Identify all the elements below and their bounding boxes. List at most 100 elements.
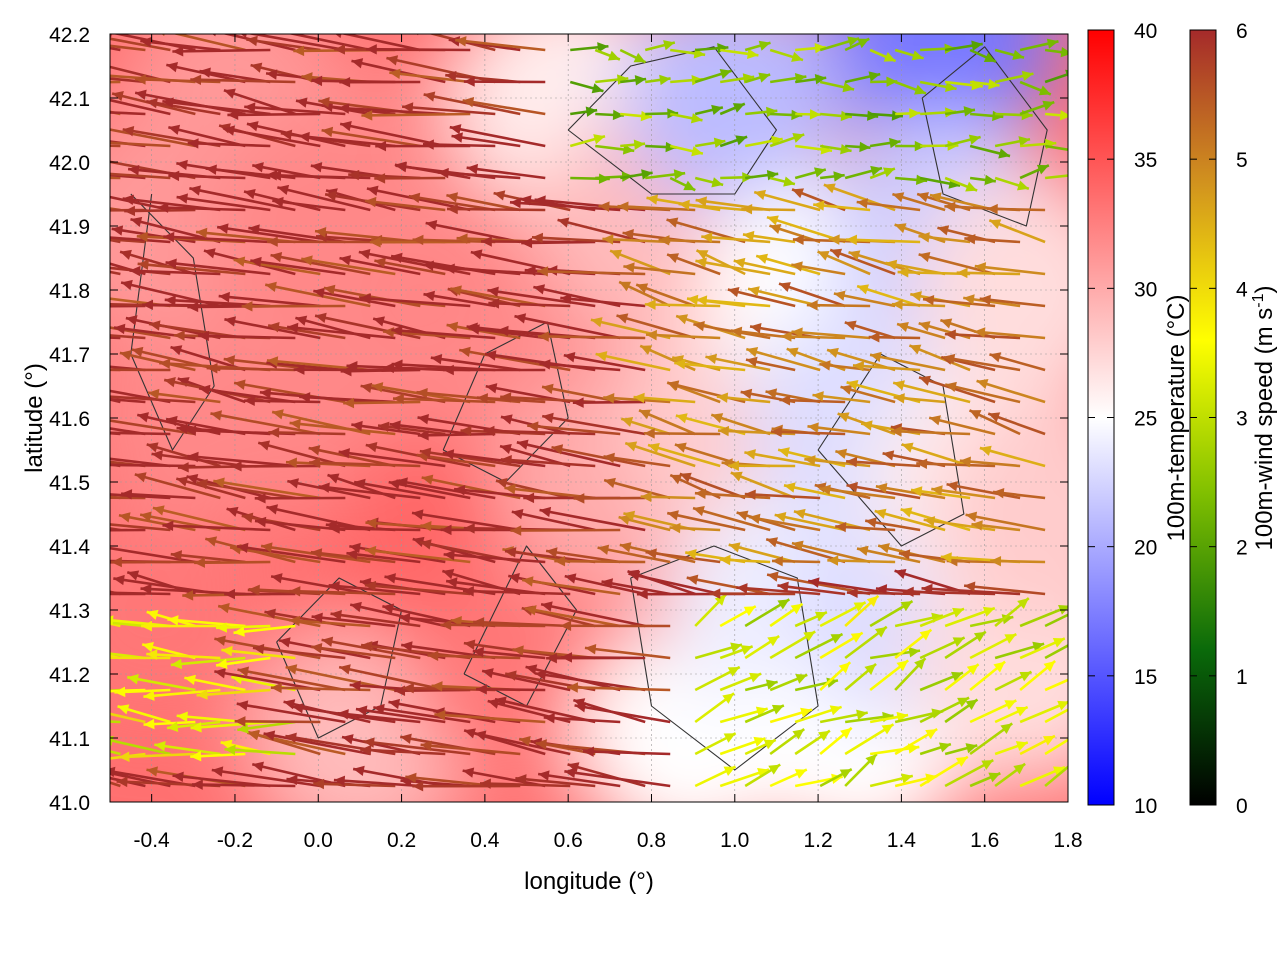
- wind-arrow-head: [616, 313, 629, 324]
- wind-arrow-head: [191, 779, 203, 790]
- wind-arrow-shaft: [110, 395, 196, 404]
- wind-arrow-head: [1068, 757, 1080, 768]
- wind-arrow-shaft: [110, 334, 146, 340]
- wind-arrow-head: [21, 252, 33, 262]
- wind-arrow-head: [250, 62, 263, 73]
- wind-arrow-head: [23, 512, 34, 522]
- wind-arrow-head: [46, 642, 58, 652]
- wind-arrow-head: [867, 110, 879, 121]
- wind-arrow-head: [190, 722, 202, 733]
- wind-arrow-head: [146, 766, 158, 777]
- wind-arrow-head: [130, 216, 143, 227]
- wind-arrow-head: [617, 201, 629, 212]
- wind-arrow-shaft: [976, 379, 1046, 404]
- wind-arrow-shaft: [476, 687, 546, 692]
- wind-arrow-head: [205, 164, 217, 175]
- wind-arrow-shaft: [481, 669, 571, 692]
- wind-arrow-shaft: [391, 328, 496, 340]
- wind-arrow-head: [667, 380, 680, 391]
- wind-arrow-head: [237, 723, 249, 734]
- wind-arrow-head: [487, 698, 500, 709]
- wind-arrow-head: [623, 262, 635, 273]
- wind-arrow-shaft: [172, 34, 246, 52]
- wind-arrow-head: [755, 706, 768, 717]
- wind-arrow-head: [765, 388, 778, 399]
- x-tick-label: 1.4: [887, 829, 917, 852]
- wind-arrow-head: [901, 442, 914, 453]
- wind-arrow-shaft: [164, 298, 271, 308]
- wind-arrow-shaft: [425, 221, 521, 244]
- wind-arrow-shaft: [237, 668, 346, 692]
- wind-arrow-head: [1060, 46, 1068, 58]
- wind-arrow-head: [230, 461, 242, 472]
- wind-arrow-head: [309, 457, 321, 468]
- wind-arrow-shaft: [365, 47, 471, 52]
- wind-arrow-head: [940, 552, 952, 563]
- wind-arrow-head: [460, 425, 472, 437]
- wind-arrow-head: [85, 70, 96, 80]
- wind-arrow-shaft: [146, 652, 221, 660]
- wind-arrow-head: [111, 556, 122, 568]
- wind-arrow-shaft: [134, 77, 221, 84]
- wind-arrow-shaft: [146, 100, 221, 116]
- wind-arrow-head: [497, 325, 509, 337]
- wind-arrow-head: [730, 326, 743, 338]
- wind-arrow-shaft: [333, 778, 421, 788]
- wind-arrow-head: [940, 318, 953, 329]
- wind-arrow-head: [686, 574, 699, 585]
- wind-arrow-head: [557, 217, 570, 228]
- wind-arrow-head: [131, 346, 144, 358]
- wind-arrow-head: [266, 236, 278, 247]
- wind-arrow-head: [674, 358, 686, 370]
- wind-arrow-head: [603, 452, 615, 464]
- wind-arrow-head: [386, 55, 399, 66]
- wind-arrow-shaft: [745, 347, 821, 372]
- wind-arrow-head: [391, 252, 403, 264]
- wind-arrow-head: [335, 34, 342, 39]
- wind-arrow-shaft: [417, 432, 496, 437]
- wind-arrow-shaft: [617, 204, 696, 212]
- wind-arrow-head: [446, 321, 459, 332]
- wind-arrow-head: [846, 234, 858, 246]
- wind-arrow-head: [914, 84, 926, 95]
- wind-arrow-shaft: [748, 515, 821, 532]
- wind-arrow-shaft: [572, 400, 646, 405]
- wind-arrow-head: [111, 225, 124, 236]
- wind-arrow-head: [670, 474, 683, 485]
- wind-arrow-head: [827, 347, 839, 358]
- wind-arrow-head: [875, 584, 888, 595]
- wind-arrow-shaft: [645, 550, 721, 564]
- wind-arrow-shaft: [623, 265, 696, 276]
- wind-arrow-shaft: [908, 344, 971, 372]
- wind-arrow-head: [865, 517, 877, 528]
- wind-arrow-head: [285, 732, 297, 743]
- wind-arrow-shaft: [286, 325, 396, 340]
- wind-arrow-shaft: [890, 429, 971, 436]
- wind-arrow-head: [727, 667, 740, 677]
- wind-arrow-head: [442, 569, 455, 580]
- wind-arrow-head: [572, 397, 584, 408]
- wind-arrow-head: [828, 234, 840, 245]
- wind-arrow-head: [271, 573, 283, 584]
- wind-arrow-head: [753, 736, 766, 747]
- wind-arrow-head: [900, 507, 913, 518]
- wind-arrow-shaft: [422, 143, 496, 148]
- wind-arrow-shaft: [487, 288, 596, 308]
- wind-arrow-shaft: [308, 446, 396, 468]
- wind-arrow-head: [358, 248, 371, 260]
- wind-arrow-head: [98, 543, 109, 553]
- wind-arrow-head: [833, 290, 846, 301]
- wind-arrow-head: [425, 219, 438, 231]
- wind-arrow-head: [993, 488, 1005, 499]
- wind-arrow-shaft: [172, 48, 271, 53]
- wind-arrow-head: [898, 549, 911, 560]
- wind-arrow-shaft: [143, 688, 221, 698]
- wind-arrow-shaft: [163, 235, 271, 244]
- wind-arrow-head: [543, 712, 555, 724]
- wind-arrow-head: [196, 227, 208, 239]
- wind-arrow-head: [263, 730, 276, 741]
- wind-arrow-head: [495, 478, 508, 489]
- wind-arrow-head: [140, 583, 152, 595]
- wind-arrow-head: [374, 257, 386, 268]
- wind-arrow-shaft: [110, 523, 171, 532]
